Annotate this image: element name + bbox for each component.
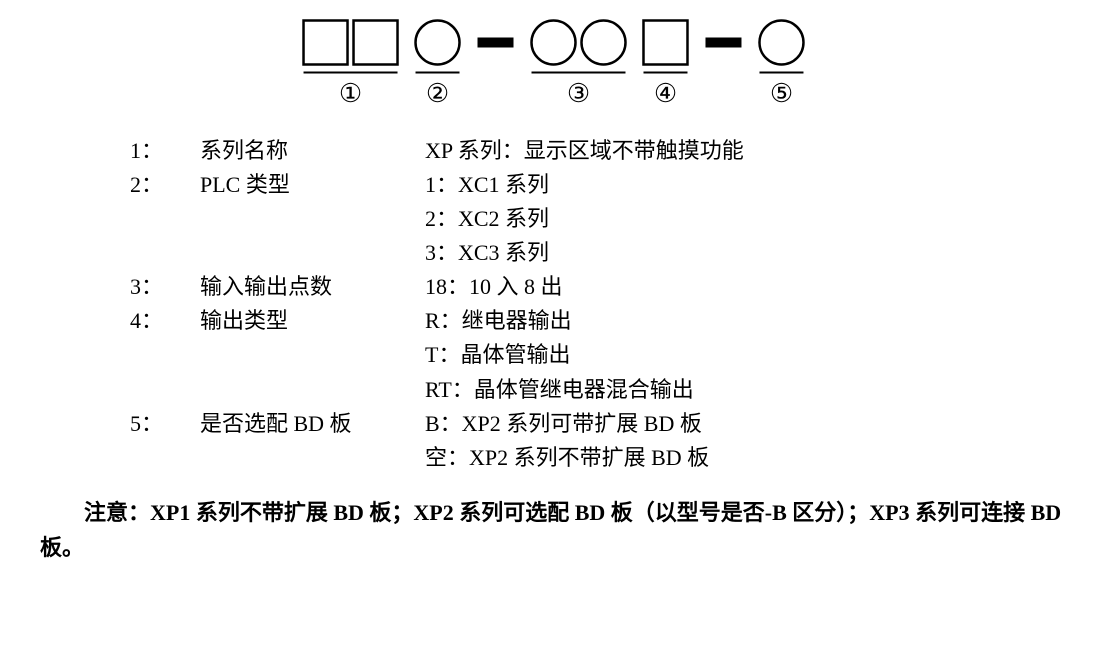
definition-value: 空：XP2 系列不带扩展 BD 板	[425, 441, 1066, 475]
definition-row: 2：PLC 类型1：XC1 系列	[130, 168, 1066, 202]
definition-value: 2：XC2 系列	[425, 202, 1066, 236]
svg-text:⑤: ⑤	[769, 79, 792, 108]
definition-row: 1：系列名称XP 系列：显示区域不带触摸功能	[130, 134, 1066, 168]
definition-label: 系列名称	[200, 134, 425, 168]
definition-value: 18：10 入 8 出	[425, 270, 1066, 304]
definition-row: 5：是否选配 BD 板B：XP2 系列可带扩展 BD 板	[130, 407, 1066, 441]
definition-number: 5：	[130, 407, 200, 441]
definition-value: B：XP2 系列可带扩展 BD 板	[425, 407, 1066, 441]
definition-row: 空：XP2 系列不带扩展 BD 板	[130, 441, 1066, 475]
definition-label: 输出类型	[200, 304, 425, 338]
definition-number: 3：	[130, 270, 200, 304]
svg-text:④: ④	[653, 79, 676, 108]
definition-label: 输入输出点数	[200, 270, 425, 304]
note-prefix: 注意：	[84, 500, 150, 525]
definition-row: 3：XC3 系列	[130, 236, 1066, 270]
definition-row: 4：输出类型R：继电器输出	[130, 304, 1066, 338]
definition-number: 1：	[130, 134, 200, 168]
definition-value: R：继电器输出	[425, 304, 1066, 338]
definition-number: 4：	[130, 304, 200, 338]
definition-list: 1：系列名称XP 系列：显示区域不带触摸功能2：PLC 类型1：XC1 系列2：…	[130, 134, 1066, 475]
definition-row: T：晶体管输出	[130, 338, 1066, 372]
definition-value: 3：XC3 系列	[425, 236, 1066, 270]
definition-value: XP 系列：显示区域不带触摸功能	[425, 134, 1066, 168]
note-paragraph: 注意：XP1 系列不带扩展 BD 板；XP2 系列可选配 BD 板（以型号是否-…	[40, 495, 1066, 565]
note-body: XP1 系列不带扩展 BD 板；XP2 系列可选配 BD 板（以型号是否-B 区…	[40, 500, 1061, 560]
naming-diagram: ① ② ③ ④ ⑤	[301, 18, 806, 110]
page: ①②③④⑤ 1：系列名称XP 系列：显示区域不带触摸功能2：PLC 类型1：XC…	[0, 0, 1106, 663]
definition-row: 3：输入输出点数18：10 入 8 出	[130, 270, 1066, 304]
definition-number: 2：	[130, 168, 200, 202]
definition-row: 2：XC2 系列	[130, 202, 1066, 236]
definition-value: RT：晶体管继电器混合输出	[425, 373, 1066, 407]
svg-text:②: ②	[425, 79, 448, 108]
svg-text:①: ①	[338, 79, 361, 108]
definition-label: 是否选配 BD 板	[200, 407, 425, 441]
definition-value: T：晶体管输出	[425, 338, 1066, 372]
definition-label: PLC 类型	[200, 168, 425, 202]
svg-text:③: ③	[566, 79, 589, 108]
definition-value: 1：XC1 系列	[425, 168, 1066, 202]
definition-row: RT：晶体管继电器混合输出	[130, 373, 1066, 407]
